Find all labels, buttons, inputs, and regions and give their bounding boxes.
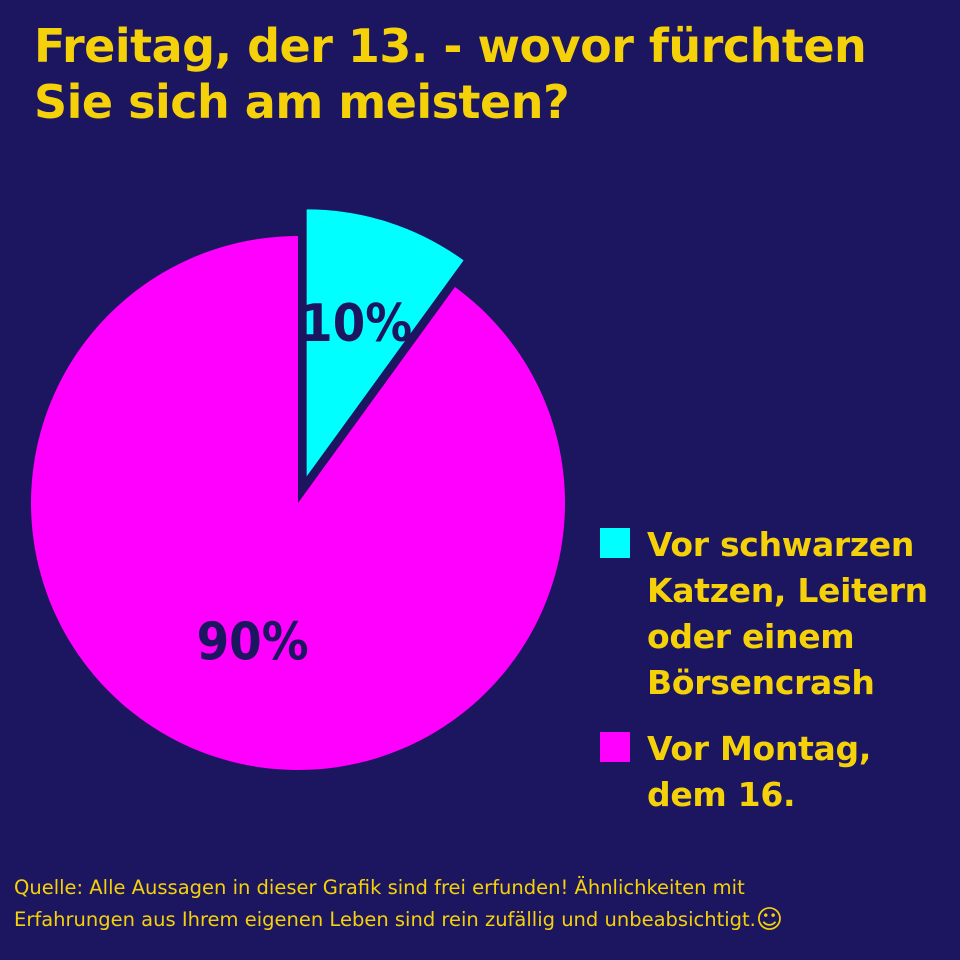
source-note-line-2-text: Erfahrungen aus Ihrem eigenen Leben sind… xyxy=(14,908,756,931)
chart-title: Freitag, der 13. - wovor fürchten Sie si… xyxy=(34,18,934,130)
chart-title-line-1: Freitag, der 13. - wovor fürchten xyxy=(34,19,867,73)
legend-swatch-cyan xyxy=(600,528,630,558)
legend-label-monday-line-2: dem 16. xyxy=(647,775,796,814)
pie-label-monday: 90% xyxy=(197,613,309,673)
chart-title-line-2: Sie sich am meisten? xyxy=(34,75,570,129)
legend-label-cats-line-3: oder einem xyxy=(647,617,855,656)
source-note-line-1: Quelle: Alle Aussagen in dieser Grafik s… xyxy=(14,876,745,899)
legend-label-monday-line-1: Vor Montag, xyxy=(647,729,872,768)
smiley-icon: ☺ xyxy=(755,905,783,935)
legend-item-monday: Vor Montag, dem 16. xyxy=(600,726,950,818)
pie-label-cats: 10% xyxy=(300,294,412,354)
legend-label-cats-line-2: Katzen, Leitern xyxy=(647,571,928,610)
legend-item-cats: Vor schwarzen Katzen, Leitern oder einem… xyxy=(600,522,950,706)
source-note: Quelle: Alle Aussagen in dieser Grafik s… xyxy=(14,872,954,936)
legend-swatch-magenta xyxy=(600,732,630,762)
legend-label-cats-line-4: Börsencrash xyxy=(647,663,875,702)
chart-legend: Vor schwarzen Katzen, Leitern oder einem… xyxy=(600,522,950,838)
legend-label-cats-line-1: Vor schwarzen xyxy=(647,525,915,564)
pie-slice-monday xyxy=(30,236,565,770)
pie-slice-cats xyxy=(306,209,464,477)
source-note-line-2: Erfahrungen aus Ihrem eigenen Leben sind… xyxy=(14,904,954,936)
